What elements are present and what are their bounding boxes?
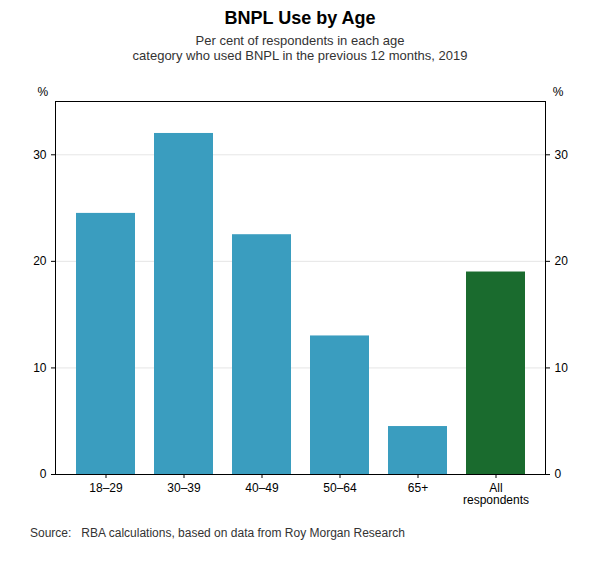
- svg-text:20: 20: [33, 254, 47, 268]
- svg-text:30: 30: [555, 148, 569, 162]
- html-text:Source: RBA calculations, base: Source: RBA calculations, based on data …: [30, 526, 405, 540]
- svg-text:%: %: [553, 85, 564, 99]
- svg-text:50–64: 50–64: [323, 481, 357, 495]
- svg-text:10: 10: [555, 361, 569, 375]
- html-text:BNPL Use by Age: BNPL Use by Age: [224, 8, 376, 28]
- svg-text:40–49: 40–49: [245, 481, 279, 495]
- svg-text:0: 0: [555, 467, 562, 481]
- html-text:Per cent of respondents in eac: Per cent of respondents in each age cate…: [132, 33, 468, 63]
- svg-text:20: 20: [555, 254, 569, 268]
- svg-text:30: 30: [33, 148, 47, 162]
- svg-text:0: 0: [40, 467, 47, 481]
- svg-text:Allrespondents: Allrespondents: [463, 481, 529, 507]
- svg-text:10: 10: [33, 361, 47, 375]
- svg-text:%: %: [38, 85, 49, 99]
- svg-text:18–29: 18–29: [89, 481, 123, 495]
- svg-text:30–39: 30–39: [167, 481, 201, 495]
- svg-text:65+: 65+: [408, 481, 428, 495]
